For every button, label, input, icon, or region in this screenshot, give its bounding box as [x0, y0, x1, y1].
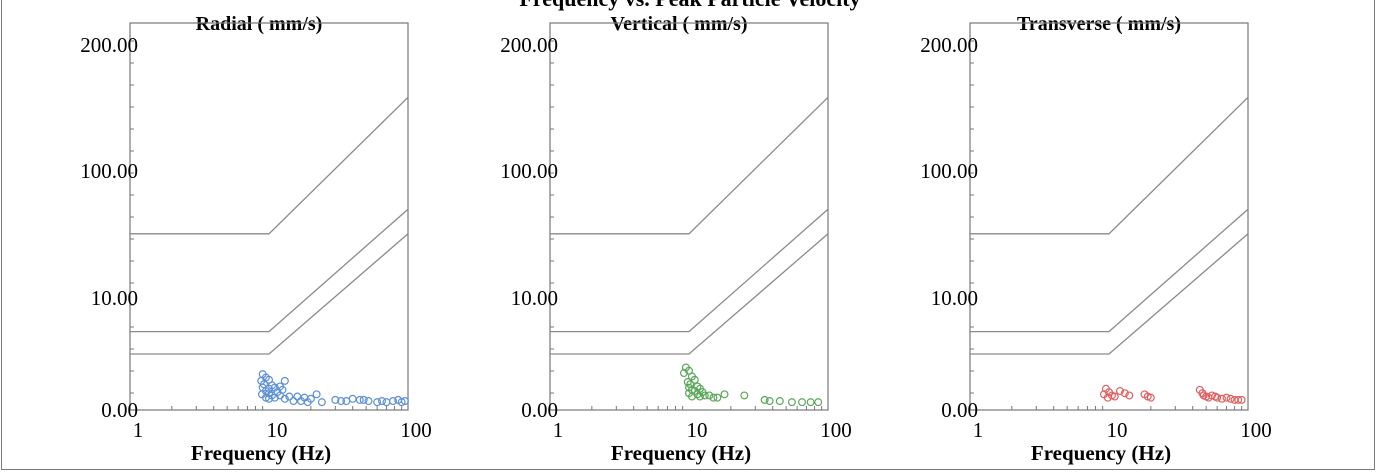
data-point: [312, 390, 321, 399]
data-point: [787, 398, 796, 407]
data-point: [687, 392, 696, 401]
data-point: [1146, 393, 1155, 402]
x-tick-label: 1: [553, 418, 564, 442]
data-point: [359, 395, 368, 404]
data-point: [317, 398, 326, 407]
data-point: [814, 398, 823, 407]
data-point: [364, 397, 373, 406]
data-point: [280, 376, 289, 385]
x-tick-label: 1: [133, 418, 144, 442]
y-tick-label: 100.00: [80, 159, 138, 183]
data-point: [686, 380, 695, 389]
data-point: [337, 397, 346, 406]
limit-curve-2: [550, 208, 829, 333]
x-tick-label: 100: [400, 418, 432, 442]
data-point: [293, 392, 302, 401]
data-point: [690, 375, 699, 384]
plot-area-box: [549, 22, 829, 411]
x-axis-label: Frequency (Hz): [191, 441, 331, 465]
data-point: [285, 392, 294, 401]
chart-panel-3: Transverse ( mm/s) 0.00 10.00 100.00 200.00 1…: [920, 13, 1272, 465]
data-point: [1237, 395, 1246, 404]
y-tick-label: 0.00: [941, 398, 978, 422]
y-tick-label: 200.00: [80, 33, 138, 57]
data-point: [373, 398, 382, 407]
plot-area-box: [129, 22, 409, 411]
data-point: [1222, 393, 1231, 402]
chart-panel-2: Vertical ( mm/s) 0.00 10.00 100.00 200.00 1 10…: [500, 13, 852, 465]
y-tick-label: 200.00: [920, 33, 978, 57]
data-point: [713, 393, 722, 402]
x-tick-label: 10: [687, 418, 708, 442]
y-tick-label: 10.00: [511, 286, 558, 310]
data-point: [765, 397, 774, 406]
data-point: [1125, 391, 1134, 400]
y-tick-label: 0.00: [521, 398, 558, 422]
x-tick-label: 100: [1240, 418, 1272, 442]
limit-curve-1: [970, 96, 1249, 235]
data-point: [289, 397, 298, 406]
data-point: [720, 390, 729, 399]
y-tick-label: 0.00: [101, 398, 138, 422]
x-tick-label: 10: [267, 418, 288, 442]
y-tick-label: 100.00: [920, 159, 978, 183]
data-point: [1226, 394, 1235, 403]
limit-curve-3: [130, 233, 409, 355]
chart-panel-1: Radial ( mm/s) 0.00 10.00 100.00 200.00 1 10 10…: [80, 13, 432, 465]
y-tick-label: 10.00: [931, 286, 978, 310]
data-point: [1110, 392, 1119, 401]
data-point: [265, 394, 274, 403]
data-point: [1116, 386, 1125, 395]
page-title: Frequency vs. Peak Particle Velocity: [0, 0, 1380, 12]
panel-title: Transverse ( mm/s): [1017, 13, 1181, 35]
y-tick-label: 100.00: [500, 159, 558, 183]
data-point: [760, 395, 769, 404]
x-axis-label: Frequency (Hz): [611, 441, 751, 465]
data-point: [683, 378, 692, 387]
data-point: [1213, 393, 1222, 402]
data-point: [775, 397, 784, 406]
data-point: [382, 398, 391, 407]
data-point: [1234, 395, 1243, 404]
x-tick-label: 10: [1107, 418, 1128, 442]
data-point: [740, 391, 749, 400]
data-point: [806, 398, 815, 407]
data-point: [700, 391, 709, 400]
data-point: [348, 394, 357, 403]
data-point: [709, 393, 718, 402]
limit-curve-1: [130, 96, 409, 235]
x-axis-label: Frequency (Hz): [1031, 441, 1171, 465]
data-point: [400, 397, 409, 406]
data-point: [331, 395, 340, 404]
data-point: [303, 398, 312, 407]
data-point: [1217, 394, 1226, 403]
panel-title: Radial ( mm/s): [196, 13, 323, 35]
y-tick-label: 200.00: [500, 33, 558, 57]
x-tick-label: 1: [973, 418, 984, 442]
data-point: [377, 397, 386, 406]
x-tick-label: 100: [820, 418, 852, 442]
data-point: [696, 392, 705, 401]
limit-curve-3: [970, 233, 1249, 355]
data-point: [1120, 389, 1129, 398]
limit-curve-2: [130, 208, 409, 333]
limit-curve-3: [550, 233, 829, 355]
data-point: [270, 393, 279, 402]
data-point: [679, 369, 688, 378]
data-point: [355, 395, 364, 404]
data-point: [705, 391, 714, 400]
data-point: [389, 397, 398, 406]
plot-area-box: [969, 22, 1249, 411]
data-point: [280, 394, 289, 403]
limit-curve-1: [550, 96, 829, 235]
panel-title: Vertical ( mm/s): [611, 13, 748, 35]
y-tick-label: 10.00: [91, 286, 138, 310]
limit-curve-2: [970, 208, 1249, 333]
data-point: [797, 398, 806, 407]
